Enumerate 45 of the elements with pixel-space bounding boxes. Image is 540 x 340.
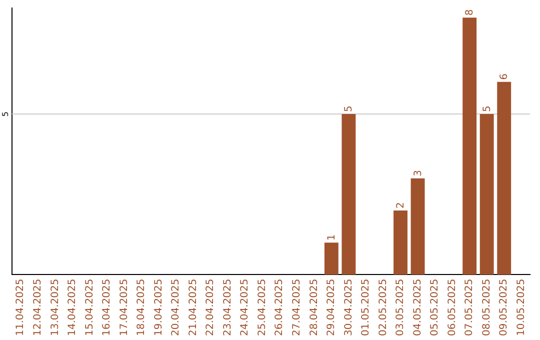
x-tick-label: 28.04.2025 [308,278,320,336]
x-tick-label: 07.05.2025 [464,278,476,336]
x-tick-label: 04.05.2025 [412,278,424,336]
x-tick-label: 17.04.2025 [118,278,130,336]
data-label: 5 [344,106,355,112]
data-label: 2 [396,202,406,208]
x-tick-label: 18.04.2025 [136,278,148,336]
x-tick-label: 21.04.2025 [188,278,199,336]
bar [410,178,425,275]
ref-line-label: 5 [1,112,10,117]
x-tick-label: 05.05.2025 [430,278,441,336]
x-tick-label: 09.05.2025 [498,278,510,336]
data-label: 1 [326,234,338,241]
x-tick-label: 13.04.2025 [50,278,61,336]
x-tick-label: 19.04.2025 [153,278,164,336]
x-tick-label: 15.04.2025 [84,278,96,336]
x-tick-label: 08.05.2025 [481,278,492,336]
x-tick-label: 26.04.2025 [274,278,286,336]
x-tick-label: 24.04.2025 [240,278,251,336]
x-tick-label: 11.04.2025 [15,278,26,336]
bar [462,18,477,275]
data-label: 3 [412,170,424,176]
x-tick-label: 22.04.2025 [205,278,216,336]
x-tick-label: 03.05.2025 [395,278,406,336]
data-label: 6 [499,74,510,80]
bar [480,114,494,275]
x-tick-label: 10.05.2025 [516,278,527,336]
data-label: 5 [482,106,493,112]
x-tick-label: 06.05.2025 [446,278,458,336]
x-tick-label: 20.04.2025 [170,278,182,336]
x-tick-label: 25.04.2025 [256,278,268,336]
bar [394,210,408,275]
x-tick-label: 23.04.2025 [222,278,234,336]
x-tick-label: 12.04.2025 [32,278,44,336]
bar [497,82,512,275]
data-label: 8 [464,9,476,16]
x-tick-label: 02.05.2025 [378,278,389,336]
bar [324,242,338,275]
x-tick-label: 29.04.2025 [326,278,338,336]
bar [342,114,356,275]
x-tick-label: 01.05.2025 [360,278,372,336]
x-tick-label: 27.04.2025 [291,278,302,336]
x-tick-label: 30.04.2025 [343,278,354,336]
x-tick-label: 16.04.2025 [102,278,113,336]
x-tick-label: 14.04.2025 [67,278,78,336]
